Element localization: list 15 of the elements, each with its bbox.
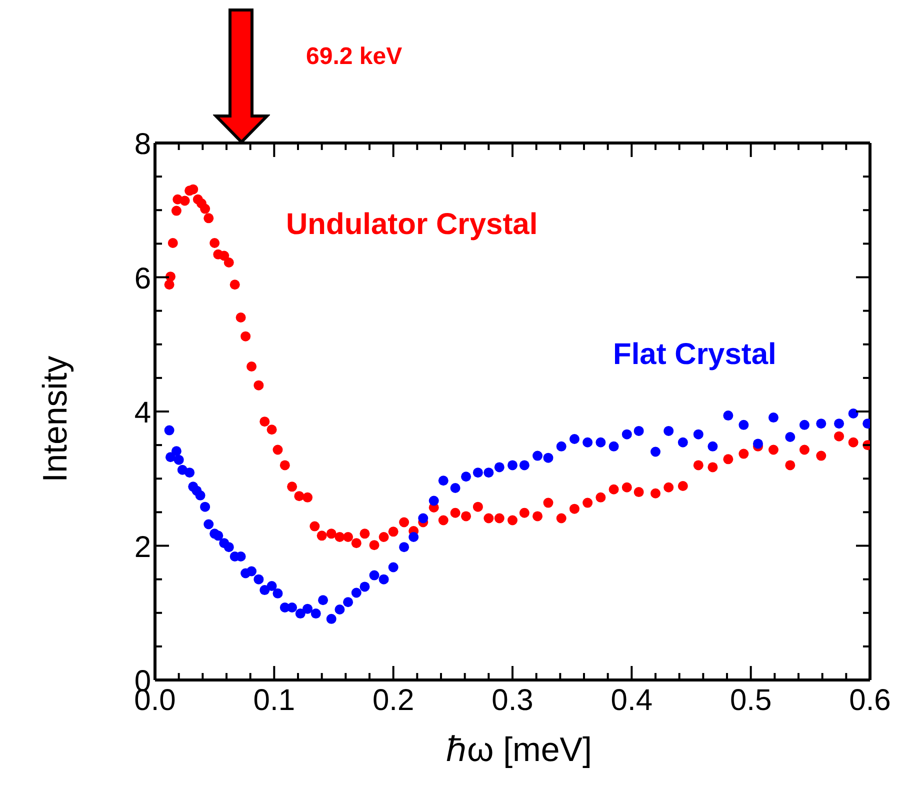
y-tick-label: 8	[134, 128, 151, 161]
y-tick-label: 6	[134, 262, 151, 296]
x-tick-label: 0.4	[610, 684, 653, 717]
x-tick-label: 0.2	[372, 684, 414, 717]
text: 69.2 keV	[306, 43, 402, 71]
y-tick-label: 2	[134, 530, 151, 564]
x-tick-label: 0.6	[849, 684, 891, 717]
series-label: Undulator Crystal	[286, 208, 538, 242]
x-tick-label: 0.3	[492, 684, 534, 717]
x-axis-title: ℏω [meV]	[446, 730, 592, 771]
x-tick-label: 0.5	[730, 684, 772, 717]
y-tick-label: 4	[134, 396, 151, 430]
y-axis-title: Intensity	[36, 356, 76, 482]
series-label: Flat Crystal	[613, 338, 776, 372]
x-tick-label: 0.1	[253, 684, 296, 717]
